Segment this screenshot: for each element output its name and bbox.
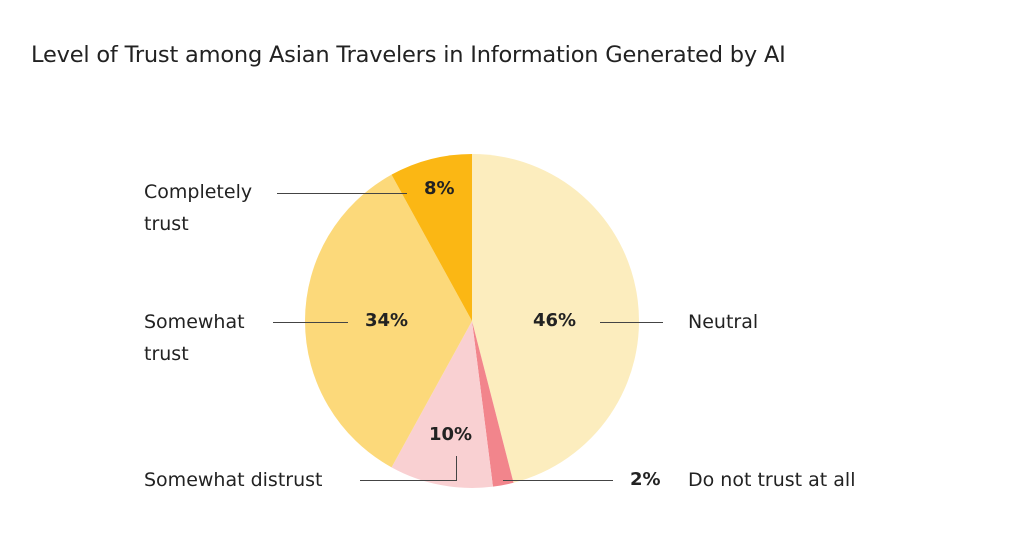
legend-label-somewhat-trust: Somewhat trust bbox=[144, 311, 245, 365]
leader-line-completely-trust bbox=[277, 193, 407, 194]
pie-slice-do-not-trust-at-all bbox=[472, 321, 514, 487]
data-label-somewhat-trust: 34% bbox=[365, 310, 409, 331]
leader-line-somewhat-distrust bbox=[360, 480, 457, 481]
pie-slice-somewhat-distrust bbox=[391, 321, 493, 489]
pie-slice-completely-trust bbox=[391, 154, 472, 321]
pie-slice-somewhat-trust bbox=[305, 174, 472, 468]
chart-title: Level of Trust among Asian Travelers in … bbox=[31, 42, 786, 68]
leader-line-do-not-trust bbox=[503, 480, 613, 481]
leader-line-neutral bbox=[600, 322, 663, 323]
data-label-completely-trust: 8% bbox=[424, 178, 455, 199]
legend-label-completely-trust: Completely trust bbox=[144, 181, 253, 235]
data-label-neutral: 46% bbox=[533, 310, 577, 331]
legend-label-somewhat-distrust: Somewhat distrust bbox=[144, 469, 323, 491]
leader-line-somewhat-distrust-vertical bbox=[456, 456, 457, 481]
legend-label-neutral: Neutral bbox=[688, 311, 759, 333]
leader-line-somewhat-trust bbox=[273, 322, 348, 323]
data-label-somewhat-distrust: 10% bbox=[429, 424, 473, 445]
pie-slice-neutral bbox=[472, 154, 640, 483]
legend-label-do-not-trust: Do not trust at all bbox=[688, 469, 856, 491]
data-label-do-not-trust: 2% bbox=[630, 469, 661, 490]
